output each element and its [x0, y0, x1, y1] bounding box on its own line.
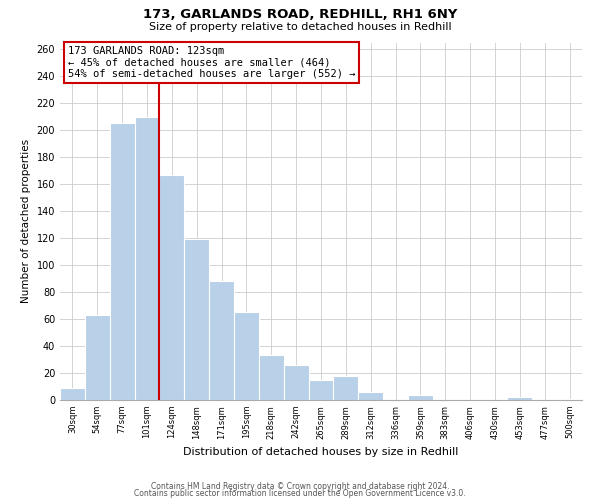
Bar — [408, 394, 433, 400]
Y-axis label: Number of detached properties: Number of detached properties — [21, 139, 31, 304]
Bar — [110, 124, 134, 400]
Text: 173 GARLANDS ROAD: 123sqm
← 45% of detached houses are smaller (464)
54% of semi: 173 GARLANDS ROAD: 123sqm ← 45% of detac… — [68, 46, 355, 80]
Bar — [284, 365, 308, 400]
Bar — [209, 282, 234, 400]
Bar — [259, 356, 284, 400]
Bar — [60, 388, 85, 400]
Bar — [508, 398, 532, 400]
Bar — [334, 376, 358, 400]
Text: 173, GARLANDS ROAD, REDHILL, RH1 6NY: 173, GARLANDS ROAD, REDHILL, RH1 6NY — [143, 8, 457, 20]
Text: Contains HM Land Registry data © Crown copyright and database right 2024.: Contains HM Land Registry data © Crown c… — [151, 482, 449, 491]
Bar — [85, 315, 110, 400]
Bar — [234, 312, 259, 400]
Bar — [557, 398, 582, 400]
Bar — [308, 380, 334, 400]
Bar — [134, 116, 160, 400]
Bar — [160, 174, 184, 400]
Bar — [184, 240, 209, 400]
X-axis label: Distribution of detached houses by size in Redhill: Distribution of detached houses by size … — [184, 447, 458, 457]
Bar — [358, 392, 383, 400]
Text: Size of property relative to detached houses in Redhill: Size of property relative to detached ho… — [149, 22, 451, 32]
Text: Contains public sector information licensed under the Open Government Licence v3: Contains public sector information licen… — [134, 488, 466, 498]
